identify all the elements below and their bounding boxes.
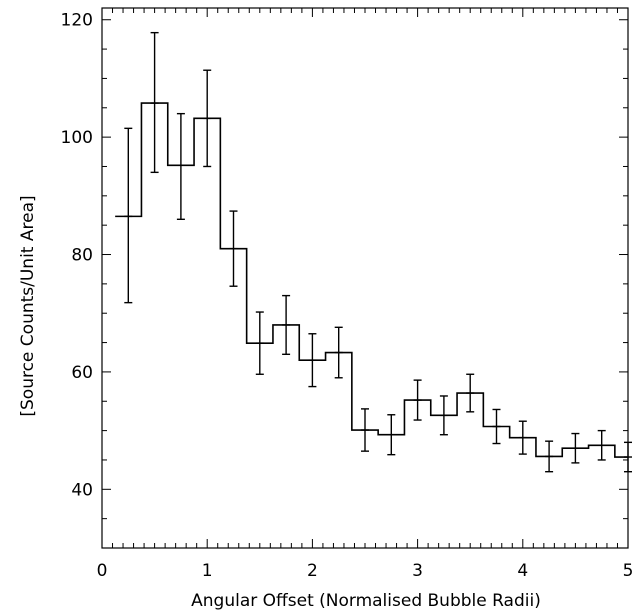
data-point <box>624 441 632 473</box>
y-tick-labels: 40 60 80 100 120 <box>61 11 93 501</box>
data-point <box>203 69 212 168</box>
y-axis-ticks <box>102 19 628 549</box>
data-point <box>439 395 448 436</box>
data-point <box>124 127 133 304</box>
data-point <box>413 379 422 421</box>
data-point <box>597 429 606 461</box>
data-point <box>492 408 501 445</box>
x-tick-label: 4 <box>517 561 528 581</box>
data-point <box>518 420 527 455</box>
histogram-step-line <box>115 102 628 458</box>
x-tick-label: 1 <box>202 561 213 581</box>
data-point <box>255 311 264 375</box>
y-tick-label: 60 <box>71 363 93 383</box>
x-axis-title: Angular Offset (Normalised Bubble Radii) <box>191 591 541 611</box>
data-point <box>571 432 580 464</box>
y-axis-title: [Source Counts/Unit Area] <box>18 195 38 416</box>
y-tick-label: 100 <box>61 128 93 148</box>
data-point <box>361 408 369 452</box>
data-point <box>308 333 317 388</box>
data-point <box>387 414 396 456</box>
y-tick-label: 80 <box>71 246 93 266</box>
data-point <box>229 210 238 287</box>
x-tick-label: 2 <box>307 561 318 581</box>
error-bars <box>124 31 632 473</box>
data-point <box>176 112 185 221</box>
data-point <box>150 31 159 174</box>
x-tick-label: 0 <box>97 561 108 581</box>
data-point <box>282 294 291 356</box>
y-tick-label: 40 <box>71 480 93 500</box>
x-axis-ticks <box>101 8 629 548</box>
x-tick-label: 3 <box>412 561 423 581</box>
data-point <box>466 373 475 413</box>
histogram-step-path <box>115 102 628 458</box>
y-tick-label: 120 <box>61 11 93 31</box>
x-tick-labels: 0 1 2 3 4 5 <box>97 561 634 581</box>
x-tick-label: 5 <box>623 561 634 581</box>
data-point <box>545 440 554 473</box>
data-point <box>334 326 343 379</box>
